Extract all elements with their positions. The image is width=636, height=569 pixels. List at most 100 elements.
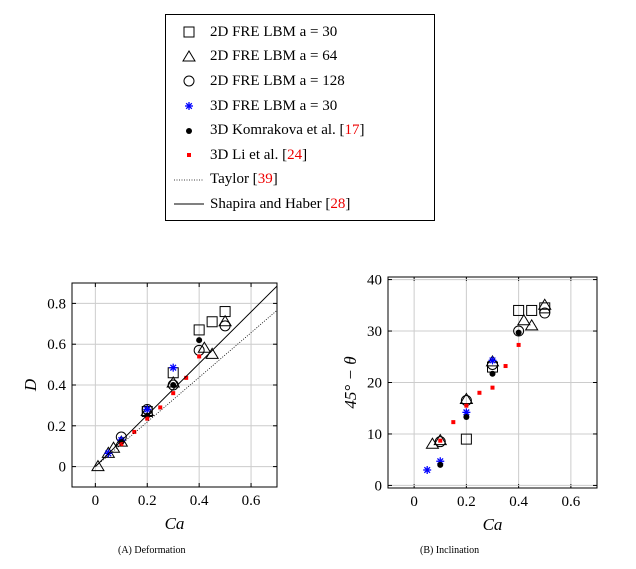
data-point-star [169,363,178,372]
data-point-triangle [197,341,212,353]
legend-marker [186,127,192,134]
x-tick-label: 0 [92,493,100,509]
legend-entry: Taylor [39] [172,168,434,193]
data-point-triangle [459,392,474,404]
data-point-redsquare [132,429,137,434]
legend-label: Taylor [ [210,171,258,188]
plot-area [91,285,277,472]
y-tick-label: 20 [367,376,382,392]
y-tick-label: 30 [367,324,382,340]
x-tick-label: 0.2 [457,494,476,510]
x-tick-label: 0.6 [242,493,261,509]
caption-inclination: (B) Inclination [420,545,480,556]
data-point-triangle [516,313,531,326]
legend-label: 2D FRE LBM a = 128 [210,72,345,89]
legend-ref-close: ] [359,122,365,139]
caption-deformation: (A) Deformation [118,545,186,556]
y-axis-label: 45° − θ [341,356,360,408]
chart-deformation: 0 0.2 0.4 0.6 0 0.2 0.4 0.6 0.8 Ca D [21,282,278,533]
y-tick-label: 0 [375,478,383,494]
data-point-circle [167,379,179,391]
data-point-redsquare [197,354,202,359]
legend-ref: 39 [257,171,273,188]
data-point-dot [489,370,496,377]
shapira-haber-line [95,285,277,467]
data-point-redsquare [438,438,443,443]
y-tick-label: 10 [367,427,382,443]
legend-ref: 28 [330,195,346,212]
data-point-redsquare [477,390,482,395]
data-point-dot [463,413,470,420]
data-point-triangle [433,433,448,446]
x-tick-label: 0.4 [509,494,528,510]
data-point-triangle [106,441,121,453]
chart-inclination: 0 0.2 0.4 0.6 0 10 20 30 40 Ca 45° − θ [341,273,598,534]
legend-ref: 24 [287,146,303,163]
legend-entry: 3D FRE LBM a = 30 [172,94,434,119]
data-point-redsquare [490,385,495,390]
y-tick-label: 0.6 [47,337,66,353]
legend-marker-star-ray [185,102,193,110]
legend-marker [187,153,191,158]
legend-marker [182,49,196,62]
legend-marker-triangle [182,49,196,62]
y-tick-label: 40 [367,273,382,289]
data-point-star-ray [169,364,177,371]
data-point-square [460,433,472,445]
legend-entry: 2D FRE LBM a = 30 [172,20,434,45]
data-point-triangle [91,459,105,472]
legend-marker [185,102,193,111]
data-point-square [526,304,538,316]
legend-label: 3D FRE LBM a = 30 [210,97,338,114]
data-point-circle [539,307,551,319]
y-tick-label: 0.4 [47,378,66,394]
data-point-circle [513,325,525,337]
data-point-star [143,405,152,414]
data-point-redsquare [516,342,521,347]
y-tick-label: 0.2 [47,419,66,435]
data-point-star-ray [463,409,470,416]
y-axis-label: D [21,378,40,392]
legend-label: 3D Li et al. [ [210,146,288,163]
data-point-star-ray [489,357,496,364]
y-tick-label: 0.8 [47,296,66,312]
legend-marker [174,179,204,181]
data-point-square [206,316,218,328]
legend-entry: Shapira and Haber [28] [172,192,434,217]
legend-marker [183,75,195,87]
axes-frame [71,282,278,488]
data-point-redsquare [503,364,508,369]
legend-marker-dot [186,127,192,134]
legend-entry: 3D Li et al. [24] [172,143,434,168]
legend-marker [174,203,204,205]
x-tick-label: 0.6 [562,494,581,510]
data-point-square [513,304,525,316]
legend-label: 2D FRE LBM a = 30 [210,23,338,40]
data-point-star-ray [143,406,151,413]
taylor-line [95,310,277,467]
x-axis-label: Ca [165,514,185,533]
plot-area [423,298,552,474]
axes-frame [387,276,598,489]
data-point-star [488,356,497,365]
legend-entry: 2D FRE LBM a = 128 [172,69,434,94]
data-point-triangle [524,318,539,331]
x-tick-label: 0 [410,494,418,510]
data-point-dot [196,337,203,344]
x-tick-label: 0.4 [190,493,209,509]
y-tick-label: 0 [59,460,67,476]
x-axis-label: Ca [483,515,503,534]
legend-entry: 3D Komrakova et al. [17] [172,118,434,143]
x-tick-label: 0.2 [138,493,157,509]
legend: 2D FRE LBM a = 30 2D FRE LBM a = 64 2D FRE… [165,14,435,221]
legend-ref-close: ] [345,195,351,212]
data-point-star-ray [423,466,431,474]
legend-marker-redsquare [187,153,191,158]
data-point-circle [219,320,231,332]
legend-entry: 2D FRE LBM a = 64 [172,45,434,70]
legend-ref-close: ] [272,171,278,188]
legend-ref-close: ] [302,146,308,163]
data-point-circle [434,436,446,448]
legend-label: 3D Komrakova et al. [ [210,122,345,139]
